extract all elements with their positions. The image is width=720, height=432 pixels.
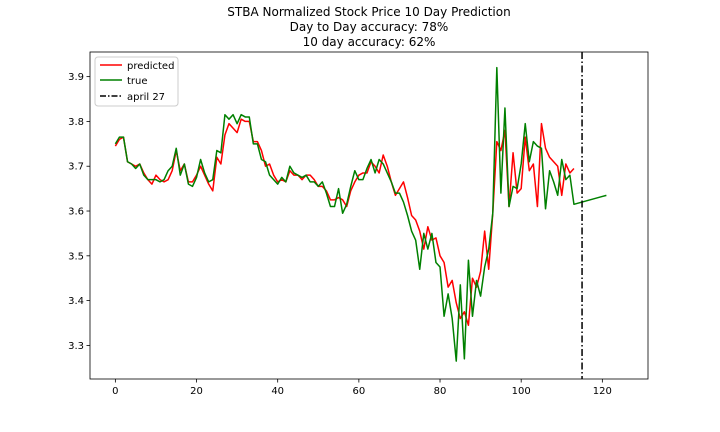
x-tick-label: 40 — [271, 386, 284, 397]
legend-label-predicted: predicted — [127, 61, 174, 72]
x-tick-label: 120 — [593, 386, 612, 397]
x-tick-label: 20 — [190, 386, 203, 397]
x-tick-label: 60 — [352, 386, 365, 397]
series-line-true — [114, 66, 607, 362]
chart-title-line-1: STBA Normalized Stock Price 10 Day Predi… — [227, 5, 510, 19]
series-line-predicted — [114, 118, 575, 326]
y-tick-label: 3.3 — [68, 341, 84, 352]
y-tick-label: 3.4 — [68, 296, 84, 307]
x-tick-label: 100 — [512, 386, 531, 397]
y-tick-label: 3.9 — [68, 72, 84, 83]
axes-frame — [89, 51, 649, 380]
y-tick-label: 3.5 — [68, 251, 84, 262]
plot-area — [114, 52, 607, 379]
y-tick-label: 3.7 — [68, 162, 84, 173]
x-tick-label: 80 — [434, 386, 447, 397]
chart-title-line-3: 10 day accuracy: 62% — [303, 35, 436, 49]
legend-label-april-27: april 27 — [127, 92, 165, 103]
x-tick-label: 0 — [112, 386, 118, 397]
legend-box — [94, 56, 179, 107]
y-tick-label: 3.8 — [68, 117, 84, 128]
legend-label-true: true — [127, 76, 148, 87]
chart-title-line-2: Day to Day accuracy: 78% — [290, 20, 449, 34]
y-tick-label: 3.6 — [68, 207, 84, 218]
axes: 0 20 40 60 80 100 120 3.3 3.4 3.5 3.6 3.7 3.8 3.9 — [68, 51, 649, 397]
legend: predicted true april 27 — [94, 56, 179, 107]
